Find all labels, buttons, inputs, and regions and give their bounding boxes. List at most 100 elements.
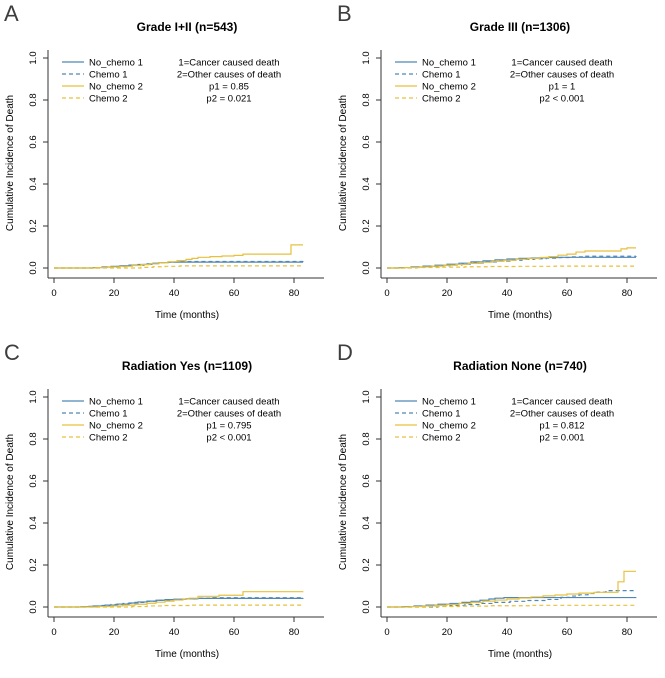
x-tick-label: 0 — [384, 627, 389, 638]
legend-label: No_chemo 2 — [422, 82, 476, 93]
y-tick-label: 0.2 — [28, 219, 39, 232]
x-tick-label: 80 — [289, 288, 300, 299]
legend-label: Chemo 1 — [89, 70, 128, 81]
x-tick-label: 60 — [562, 627, 573, 638]
x-tick-label: 0 — [51, 627, 56, 638]
series-line — [387, 596, 637, 608]
x-tick-label: 0 — [51, 288, 56, 299]
series-line — [387, 247, 636, 269]
x-axis-label: Time (months) — [155, 649, 219, 660]
y-tick-label: 0.4 — [28, 177, 39, 190]
annotation-text: p1 = 0.812 — [539, 421, 584, 432]
annotation-text: 2=Other causes of death — [177, 409, 281, 420]
series-line — [54, 265, 303, 269]
series-line — [54, 591, 304, 608]
y-tick-label: 0.2 — [28, 558, 39, 571]
y-tick-label: 1.0 — [361, 51, 372, 64]
legend-label: Chemo 2 — [422, 94, 461, 105]
y-tick-label: 0.0 — [28, 600, 39, 613]
annotation-text: 1=Cancer caused death — [511, 397, 612, 408]
series-line — [387, 570, 636, 608]
legend-label: Chemo 1 — [422, 409, 461, 420]
annotation-text: p2 = 0.021 — [206, 94, 251, 105]
annotation-text: 2=Other causes of death — [510, 409, 614, 420]
x-tick-label: 40 — [169, 627, 180, 638]
x-tick-label: 40 — [502, 627, 513, 638]
legend-label: Chemo 2 — [422, 433, 461, 444]
y-axis-label: Cumulative Incidence of Death — [338, 434, 349, 570]
y-tick-label: 0.0 — [361, 261, 372, 274]
y-tick-label: 0.8 — [361, 432, 372, 445]
chart-radiation-none: Radiation None (n=740) 0.0 0.2 0.4 0.6 0.8 1.0… — [338, 359, 657, 660]
y-axis-label: Cumulative Incidence of Death — [338, 95, 349, 231]
annotation-text: p2 < 0.001 — [206, 433, 251, 444]
y-tick-label: 0.6 — [28, 135, 39, 148]
y-tick-label: 1.0 — [361, 390, 372, 403]
panel-letter-d: D — [337, 340, 353, 365]
panel-letter-a: A — [4, 1, 19, 26]
chart-title: Radiation None (n=740) — [453, 359, 587, 373]
x-tick-label: 80 — [622, 627, 633, 638]
x-tick-label: 60 — [562, 288, 573, 299]
annotation-text: 1=Cancer caused death — [511, 58, 612, 69]
y-tick-label: 0.6 — [28, 474, 39, 487]
x-axis-label: Time (months) — [155, 310, 219, 321]
series-line — [54, 604, 304, 608]
x-tick-label: 20 — [109, 288, 120, 299]
x-tick-label: 20 — [109, 627, 120, 638]
y-tick-label: 0.8 — [28, 93, 39, 106]
annotation-text: p1 = 0.85 — [209, 82, 249, 93]
x-axis-label: Time (months) — [488, 310, 552, 321]
y-tick-label: 0.4 — [361, 177, 372, 190]
panel-letter-b: B — [337, 1, 352, 26]
x-tick-label: 80 — [289, 627, 300, 638]
x-tick-label: 40 — [502, 288, 513, 299]
panel-radiation-none: D Radiation None (n=740) 0.0 0.2 0.4 0.6 0.8 1… — [333, 339, 665, 678]
y-tick-label: 0.6 — [361, 474, 372, 487]
panel-grade-3: B Grade III (n=1306) 0.0 0.2 0.4 0.6 0.8 1.0 0 2… — [333, 0, 665, 339]
y-axis-label: Cumulative Incidence of Death — [5, 95, 16, 231]
x-tick-label: 40 — [169, 288, 180, 299]
y-tick-label: 0.4 — [28, 516, 39, 529]
y-tick-label: 0.0 — [361, 600, 372, 613]
series-line — [54, 261, 303, 269]
y-tick-label: 0.2 — [361, 219, 372, 232]
x-tick-label: 80 — [622, 288, 633, 299]
y-tick-label: 0.6 — [361, 135, 372, 148]
legend-label: Chemo 2 — [89, 94, 128, 105]
annotation-text: p2 = 0.001 — [539, 433, 584, 444]
x-tick-label: 60 — [229, 288, 240, 299]
series-line — [387, 255, 637, 269]
panel-letter-c: C — [4, 340, 20, 365]
legend-label: No_chemo 1 — [89, 58, 143, 69]
legend-label: Chemo 1 — [89, 409, 128, 420]
x-axis-label: Time (months) — [488, 649, 552, 660]
series-line — [54, 244, 303, 269]
annotation-text: 1=Cancer caused death — [178, 397, 279, 408]
legend-label: Chemo 1 — [422, 70, 461, 81]
x-tick-label: 0 — [384, 288, 389, 299]
legend-label: Chemo 2 — [89, 433, 128, 444]
chart-grade-3: Grade III (n=1306) 0.0 0.2 0.4 0.6 0.8 1.0 0 20 4… — [338, 20, 657, 321]
series-line — [387, 604, 637, 608]
annotation-text: 2=Other causes of death — [177, 70, 281, 81]
annotation-text: 2=Other causes of death — [510, 70, 614, 81]
y-tick-label: 1.0 — [28, 51, 39, 64]
x-tick-label: 20 — [442, 627, 453, 638]
chart-radiation-yes: Radiation Yes (n=1109) 0.0 0.2 0.4 0.6 0.8 1.0… — [5, 359, 324, 660]
y-axis-label: Cumulative Incidence of Death — [5, 434, 16, 570]
legend-label: No_chemo 1 — [89, 397, 143, 408]
annotation-text: p2 < 0.001 — [539, 94, 584, 105]
annotation-text: 1=Cancer caused death — [178, 58, 279, 69]
series-line — [387, 590, 637, 608]
panel-grade-1-2: A Grade I+II (n=543) 0.0 0.2 0.4 0.6 0.8 1.0 0 2… — [0, 0, 332, 339]
x-tick-label: 60 — [229, 627, 240, 638]
y-tick-label: 1.0 — [28, 390, 39, 403]
y-tick-label: 0.8 — [28, 432, 39, 445]
y-tick-label: 0.8 — [361, 93, 372, 106]
y-tick-label: 0.2 — [361, 558, 372, 571]
series-line — [54, 597, 304, 608]
annotation-text: p1 = 0.795 — [206, 421, 251, 432]
y-tick-label: 0.4 — [361, 516, 372, 529]
